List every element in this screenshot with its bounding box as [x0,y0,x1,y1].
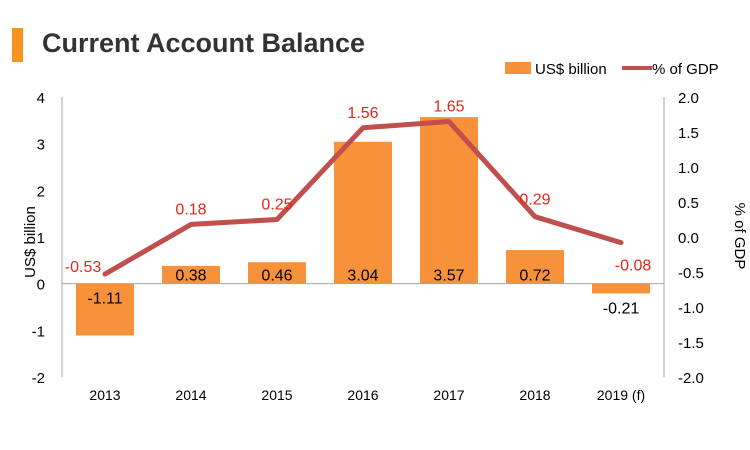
title-accent-bar [12,28,23,62]
left-tick-label: 2 [37,183,45,200]
line-label-2019 (f): -0.08 [615,258,652,275]
right-tick-label: 0.5 [678,195,699,212]
left-tick-label: -2 [32,370,45,387]
x-tick-label: 2013 [89,387,120,403]
right-tick-label: 1.0 [678,160,699,177]
legend-bar-label: US$ billion [535,61,607,78]
x-tick-label: 2016 [347,387,378,403]
bar-2014 [162,265,220,284]
x-tick-label: 2017 [433,387,464,403]
bar-2015 [248,262,306,284]
x-tick-label: 2018 [519,387,550,403]
left-tick-label: 3 [37,137,45,154]
bar-2013 [76,283,134,336]
left-tick-label: 4 [37,90,45,107]
right-tick-label: -1.0 [678,300,704,317]
y2-axis-title: % of GDP [731,203,748,270]
x-tick-label: 2014 [175,387,206,403]
bar-label-2013: -1.11 [87,291,122,308]
bar-label-2016: 3.04 [347,268,378,285]
bar-label-2015: 0.46 [261,268,292,285]
x-tick-label: 2015 [261,387,292,403]
bar-2018 [506,250,564,284]
right-tick-label: 1.5 [678,125,699,142]
left-tick-label: -1 [32,323,45,340]
right-tick-label: -2.0 [678,370,704,387]
right-tick-label: 0.0 [678,230,699,247]
y-axis-title: US$ billion [22,206,39,278]
right-tick-label: -0.5 [678,265,704,282]
line-label-2016: 1.56 [347,105,378,122]
bar-label-2018: 0.72 [519,268,550,285]
bar-label-2019 (f): -0.21 [603,300,640,317]
x-tick-label: 2019 (f) [597,387,645,403]
left-tick-label: 1 [37,230,45,247]
bar-label-2017: 3.57 [433,268,464,285]
bar-2016 [334,141,392,284]
line-label-2014: 0.18 [175,201,206,218]
chart-title: Current Account Balance [42,28,366,58]
bar-label-2014: 0.38 [175,268,206,285]
right-tick-label: -1.5 [678,335,704,352]
line-label-2015: 0.25 [261,197,292,214]
line-label-2017: 1.65 [433,99,464,116]
line-label-2013: -0.53 [65,259,102,276]
right-tick-label: 2.0 [678,90,699,107]
legend-line-label: % of GDP [652,61,719,78]
gdp-share-line [102,119,624,277]
legend-bar-swatch [505,62,531,74]
bar-2019 (f) [592,283,650,294]
left-tick-label: 0 [37,277,45,294]
line-label-2018: 0.29 [519,192,550,209]
